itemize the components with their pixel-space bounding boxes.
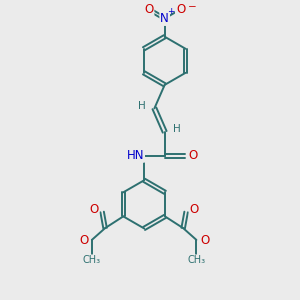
Text: +: +: [167, 7, 175, 16]
Text: O: O: [190, 202, 199, 216]
Text: N: N: [160, 12, 169, 25]
Text: O: O: [89, 202, 98, 216]
Text: −: −: [188, 2, 197, 12]
Text: O: O: [200, 234, 209, 247]
Text: O: O: [189, 149, 198, 162]
Text: H: H: [138, 101, 146, 111]
Text: HN: HN: [127, 149, 144, 162]
Text: CH₃: CH₃: [187, 255, 206, 266]
Text: H: H: [173, 124, 181, 134]
Text: O: O: [79, 234, 88, 247]
Text: CH₃: CH₃: [83, 255, 101, 266]
Text: O: O: [144, 3, 154, 16]
Text: O: O: [176, 3, 185, 16]
